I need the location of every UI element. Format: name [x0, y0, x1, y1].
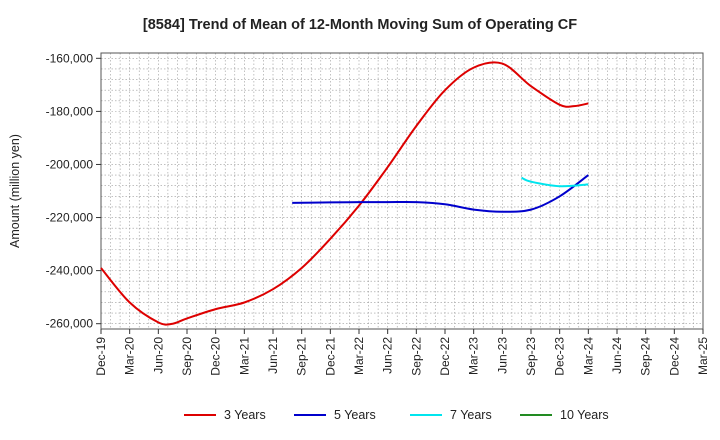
x-tick-label: Sep-24: [639, 337, 653, 376]
x-tick-label: Mar-23: [467, 337, 481, 375]
y-tick-label: -240,000: [46, 264, 94, 278]
x-tick-label: Mar-25: [696, 337, 710, 375]
x-tick-label: Mar-24: [581, 337, 595, 375]
grid: [101, 53, 703, 329]
chart-title: [8584] Trend of Mean of 12-Month Moving …: [143, 17, 577, 33]
x-tick-label: Jun-21: [266, 337, 280, 374]
y-axis-label: Amount (million yen): [8, 134, 22, 248]
x-tick-label: Mar-20: [123, 337, 137, 375]
x-tick-label: Sep-21: [295, 337, 309, 376]
x-tick-label: Dec-20: [209, 337, 223, 376]
y-tick-label: -160,000: [46, 51, 94, 65]
legend-label-10-years: 10 Years: [560, 408, 609, 422]
y-tick-label: -200,000: [46, 157, 94, 171]
x-tick-label: Dec-21: [323, 337, 337, 376]
y-tick-label: -180,000: [46, 104, 94, 118]
legend: 3 Years 5 Years 7 Years 10 Years: [184, 408, 609, 422]
y-ticks: -160,000 -180,000 -200,000 -220,000 -240,000…: [46, 51, 101, 331]
y-tick-label: -220,000: [46, 211, 94, 225]
legend-label-3-years: 3 Years: [224, 408, 266, 422]
x-ticks: Dec-19 Mar-20 Jun-20 Sep-20 Dec-20 Mar-21 Jun-…: [94, 329, 710, 376]
x-tick-label: Dec-22: [438, 337, 452, 376]
x-tick-label: Sep-22: [409, 337, 423, 376]
x-tick-label: Dec-19: [94, 337, 108, 376]
x-tick-label: Jun-20: [151, 337, 165, 374]
series-line-7-years: [521, 176, 589, 188]
series-line-3-years: [100, 61, 589, 326]
series-lines: [100, 61, 589, 326]
x-tick-label: Sep-23: [524, 337, 538, 376]
series-line-5-years: [292, 174, 589, 213]
x-tick-label: Jun-24: [610, 337, 624, 374]
x-tick-label: Sep-20: [180, 337, 194, 376]
x-tick-label: Mar-21: [237, 337, 251, 375]
plot-frame: [100, 52, 704, 330]
legend-label-7-years: 7 Years: [450, 408, 492, 422]
x-tick-label: Jun-22: [381, 337, 395, 374]
x-tick-label: Dec-24: [667, 337, 681, 376]
x-tick-label: Dec-23: [553, 337, 567, 376]
x-tick-label: Jun-23: [495, 337, 509, 374]
x-tick-label: Mar-22: [352, 337, 366, 375]
legend-label-5-years: 5 Years: [334, 408, 376, 422]
y-tick-label: -260,000: [46, 317, 94, 331]
